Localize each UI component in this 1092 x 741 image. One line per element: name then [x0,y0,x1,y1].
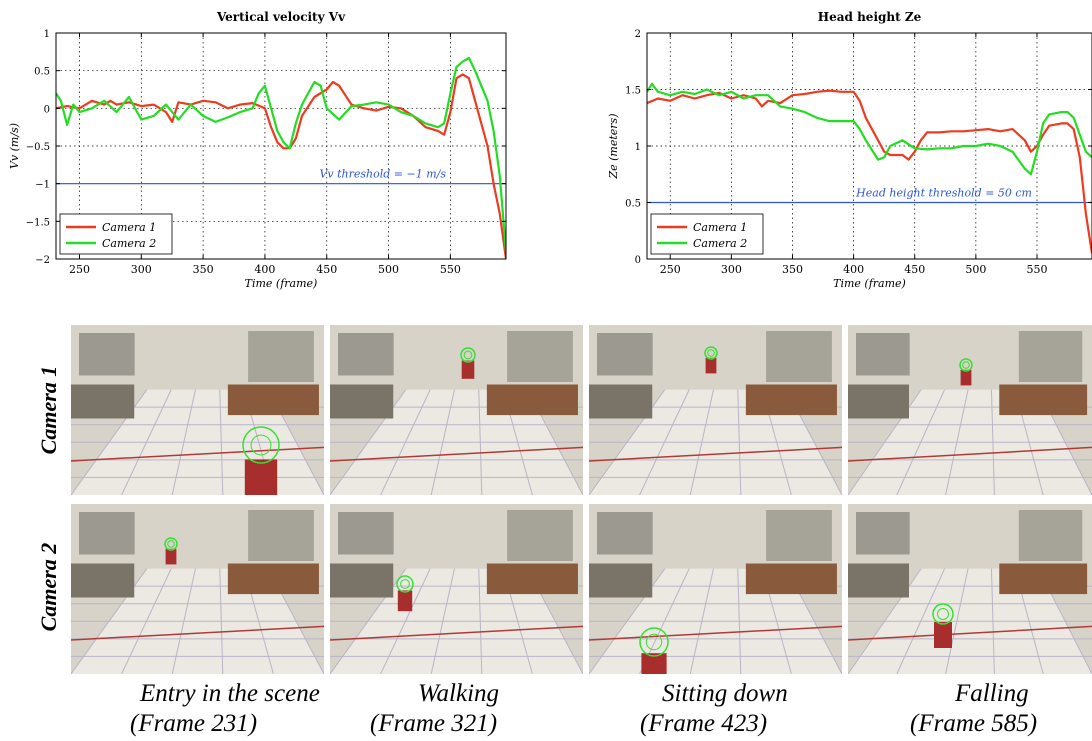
caption-sitting-title: Sitting down [662,680,788,707]
caption-walking-title: Walking [418,680,500,707]
charts-area: Vv threshold = −1 m/s 250 300 350 400 450 500 5… [8,10,1092,290]
y-tick-label: −1.5 [26,217,50,228]
x-tick-label: 450 [904,263,925,276]
caption-falling-frame: (Frame 585) [910,710,1038,737]
chart-2: Head height threshold = 50 cm 250 300 350 40… [607,10,1092,290]
y-tick-label: 0.5 [625,199,641,210]
caption-entry-title: Entry in the scene [140,680,320,707]
legend-label-2: Camera 2 [693,237,747,250]
y-tick-label: −2 [35,255,50,266]
legend-label-2: Camera 2 [102,237,156,250]
x-tick-label: 500 [378,263,399,276]
photo-camera2-walking [330,504,583,674]
x-tick-label: 300 [131,263,152,276]
y-tick-label: 1.5 [625,86,641,97]
series-line-2 [647,82,1092,176]
photo-camera2-falling [848,504,1092,674]
y-axis-label: Vv (m/s) [8,123,21,169]
legend-box [59,213,173,255]
photo-camera1-falling [848,325,1092,495]
photo-camera1-sitting [589,325,842,495]
y-tick-label: −1 [35,180,50,191]
y-tick-label: 2 [635,29,641,40]
x-tick-label: 250 [660,263,681,276]
x-tick-label: 350 [193,263,214,276]
threshold-label: Vv threshold = −1 m/s [319,168,446,181]
chart-1: Vv threshold = −1 m/s 250 300 350 400 450 500 5… [8,10,507,290]
series-line-1 [56,73,506,259]
y-tick-label: 1 [635,142,641,153]
x-tick-label: 300 [721,263,742,276]
y-axis-label: Ze (meters) [607,113,620,179]
x-tick-label: 400 [254,263,275,276]
legend-label-1: Camera 1 [693,221,747,234]
y-tick-label: −0.5 [26,142,50,153]
caption-walking-frame: (Frame 321) [370,710,498,737]
x-tick-label: 400 [843,263,864,276]
chart-title: Vertical velocity Vv [216,10,346,24]
caption-falling-title: Falling [955,680,1029,707]
y-tick-label: 0 [44,104,50,115]
legend-box [650,213,764,255]
y-tick-label: 0.5 [34,67,50,78]
x-tick-label: 500 [965,263,986,276]
x-tick-label: 550 [440,263,461,276]
chart-title: Head height Ze [818,10,922,24]
photo-camera1-walking [330,325,583,495]
y-tick-label: 0 [635,255,641,266]
x-tick-label: 450 [316,263,337,276]
threshold-label: Head height threshold = 50 cm [855,187,1032,200]
y-tick-label: 1 [44,29,50,40]
x-tick-label: 250 [69,263,90,276]
legend-label-1: Camera 1 [102,221,156,234]
x-tick-label: 350 [782,263,803,276]
caption-sitting-frame: (Frame 423) [640,710,768,737]
photo-camera2-entry [71,504,324,674]
row-label-camera-2: Camera 2 [36,542,61,632]
photo-camera2-sitting [589,504,842,674]
x-axis-label: Time (frame) [245,277,318,290]
x-tick-label: 550 [1026,263,1047,276]
row-label-camera-1: Camera 1 [36,365,61,455]
caption-entry-frame: (Frame 231) [130,710,258,737]
photo-camera1-entry [71,325,324,495]
x-axis-label: Time (frame) [833,277,906,290]
series-line-2 [56,56,506,252]
